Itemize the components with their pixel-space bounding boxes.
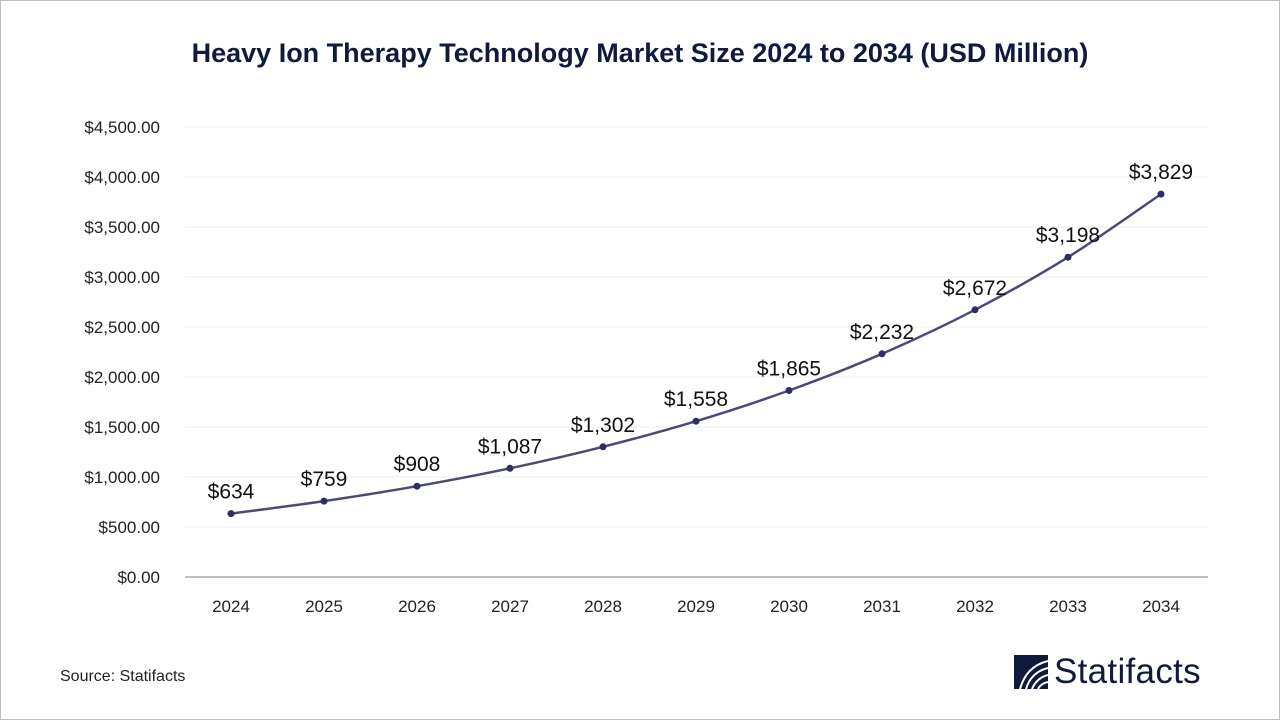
data-point (506, 464, 514, 472)
data-label: $908 (394, 453, 441, 476)
data-point (1064, 253, 1072, 261)
data-label: $1,087 (478, 435, 542, 458)
y-tick-label: $3,500.00 (84, 218, 160, 237)
data-label: $1,558 (664, 388, 728, 411)
data-point (227, 510, 235, 518)
x-tick-label: 2025 (305, 597, 343, 616)
source-note: Source: Statifacts (60, 668, 186, 685)
x-tick-label: 2033 (1049, 597, 1087, 616)
x-tick-label: 2030 (770, 597, 808, 616)
y-tick-label: $1,500.00 (84, 418, 160, 437)
y-tick-label: $1,000.00 (84, 468, 160, 487)
y-tick-label: $0.00 (117, 568, 160, 587)
series-line (230, 193, 1162, 515)
data-point (413, 482, 421, 490)
y-tick-label: $500.00 (99, 518, 160, 537)
data-point (971, 306, 979, 314)
statifacts-logo-icon (1014, 655, 1048, 689)
data-label: $1,302 (571, 414, 635, 437)
data-label: $759 (301, 468, 348, 491)
y-tick-label: $4,500.00 (84, 118, 160, 137)
data-point (785, 387, 793, 394)
data-point (878, 350, 886, 358)
chart-title: Heavy Ion Therapy Technology Market Size… (191, 38, 1089, 68)
data-point (320, 497, 328, 505)
x-tick-label: 2026 (398, 597, 436, 616)
y-tick-label: $2,000.00 (84, 368, 160, 387)
data-label: $1,865 (757, 358, 821, 381)
x-tick-label: 2027 (491, 597, 529, 616)
y-tick-label: $4,000.00 (84, 168, 160, 187)
data-label: $2,672 (943, 277, 1007, 300)
data-label: $2,232 (850, 321, 914, 344)
statifacts-logo: Statifacts (1014, 652, 1201, 692)
y-tick-label: $3,000.00 (84, 268, 160, 287)
x-tick-label: 2034 (1142, 597, 1180, 616)
x-tick-label: 2024 (212, 597, 250, 616)
data-point (599, 443, 607, 451)
x-tick-label: 2032 (956, 597, 994, 616)
y-tick-label: $2,500.00 (84, 318, 160, 337)
brand-name: Statifacts (1054, 652, 1201, 691)
data-label: $3,829 (1129, 161, 1193, 184)
x-tick-label: 2031 (863, 597, 901, 616)
data-point (692, 417, 700, 425)
data-label: $634 (208, 481, 255, 504)
data-point (1157, 190, 1165, 198)
x-tick-label: 2028 (584, 597, 622, 616)
x-tick-label: 2029 (677, 597, 715, 616)
data-label: $3,198 (1036, 224, 1100, 247)
